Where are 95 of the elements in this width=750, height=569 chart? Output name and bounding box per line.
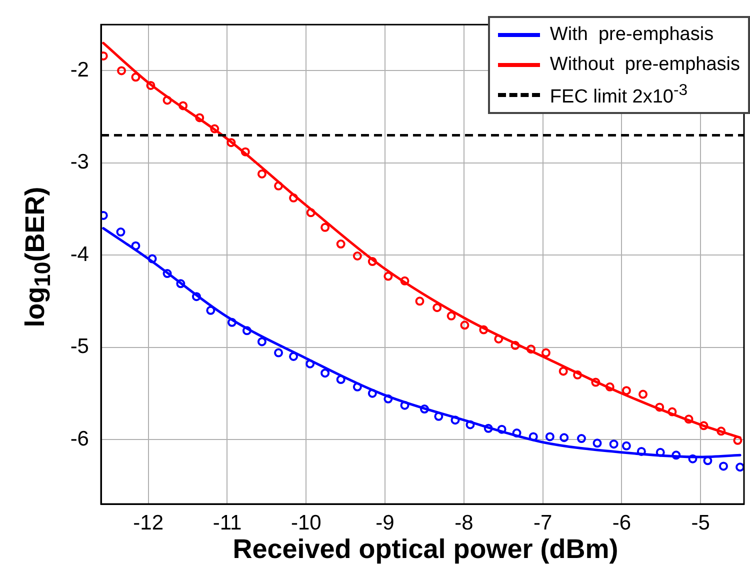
point <box>210 124 220 134</box>
point <box>688 454 698 464</box>
point <box>274 348 284 358</box>
point <box>206 306 216 315</box>
point <box>176 279 186 288</box>
point <box>242 326 252 336</box>
point <box>384 272 393 281</box>
point <box>512 428 522 438</box>
point <box>257 337 266 346</box>
point <box>622 386 631 396</box>
y-tick-label: -4 <box>70 242 90 266</box>
point <box>699 421 708 430</box>
point <box>400 276 410 286</box>
point <box>289 352 298 361</box>
point <box>352 382 362 392</box>
x-tick-label: -8 <box>454 511 474 534</box>
point <box>131 241 140 250</box>
point <box>541 348 550 358</box>
point <box>368 388 377 398</box>
point <box>605 382 614 392</box>
point <box>257 169 266 178</box>
x-tick-label: -5 <box>691 511 710 534</box>
x-tick-label: -6 <box>612 511 632 534</box>
point <box>274 181 284 190</box>
point <box>718 462 728 471</box>
point <box>227 318 236 327</box>
point <box>400 400 410 410</box>
point <box>576 434 586 444</box>
point <box>736 462 744 472</box>
point <box>733 436 742 445</box>
point <box>178 101 188 110</box>
point <box>226 138 236 148</box>
point <box>528 432 538 442</box>
point <box>384 394 393 404</box>
point <box>573 370 582 380</box>
point <box>638 390 648 399</box>
point <box>494 334 504 344</box>
point <box>545 432 554 442</box>
point <box>117 66 126 76</box>
point <box>591 378 600 387</box>
point <box>668 407 677 416</box>
point <box>510 340 520 350</box>
x-tick-label: -9 <box>376 511 394 534</box>
point <box>592 438 602 448</box>
point <box>446 311 456 320</box>
y-tick-label: -3 <box>70 150 89 174</box>
point <box>195 113 204 122</box>
point <box>320 222 330 232</box>
point <box>146 80 156 90</box>
x-tick-label: -11 <box>212 511 242 534</box>
point <box>636 446 646 456</box>
point <box>131 72 140 82</box>
point <box>336 240 346 249</box>
point <box>368 257 377 266</box>
point <box>148 254 157 264</box>
point <box>420 404 429 414</box>
x-tick-label: -12 <box>133 511 164 534</box>
point <box>432 303 442 312</box>
point <box>320 368 330 378</box>
point <box>289 193 298 202</box>
point <box>716 426 726 436</box>
point <box>479 325 488 334</box>
point <box>558 366 568 376</box>
point <box>622 441 631 450</box>
point <box>116 228 126 237</box>
point <box>306 359 315 368</box>
point <box>306 208 316 218</box>
point <box>484 424 493 433</box>
point <box>450 416 460 425</box>
x-tick-label: -7 <box>533 511 552 534</box>
y-tick-label: -2 <box>70 58 89 82</box>
point <box>466 420 475 430</box>
point <box>672 450 681 460</box>
legend-label: FEC limit 2x10$^{-3}$ <box>550 82 688 108</box>
y-tick-label: -5 <box>70 335 89 358</box>
point <box>684 414 694 424</box>
point <box>336 375 346 384</box>
point <box>609 440 618 449</box>
legend-label: With pre-emphasis <box>550 24 714 46</box>
point <box>240 147 250 156</box>
x-tick-label: -10 <box>290 511 322 534</box>
point <box>352 252 362 261</box>
point <box>655 402 664 412</box>
point <box>560 433 569 442</box>
point <box>415 296 424 306</box>
point <box>526 344 536 354</box>
point <box>460 320 470 330</box>
point <box>656 448 665 457</box>
point <box>192 292 201 302</box>
point <box>162 269 172 278</box>
legend-label: Without pre-emphasis <box>550 54 740 76</box>
y-tick-label: -6 <box>70 427 89 450</box>
point <box>497 424 506 434</box>
x-axis-title: Received optical power (dBm) <box>232 534 620 564</box>
point <box>162 96 172 105</box>
